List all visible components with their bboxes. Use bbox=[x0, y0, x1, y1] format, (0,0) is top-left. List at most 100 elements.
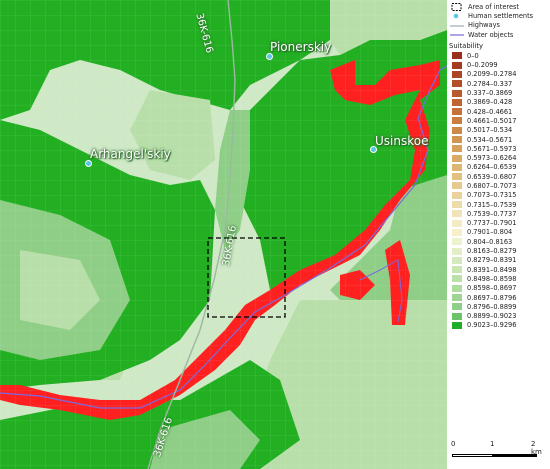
legend-class-row: 0.6807–0.7073 bbox=[449, 181, 550, 190]
legend-class-label: 0.6539–0.6807 bbox=[467, 172, 517, 181]
legend-swatch bbox=[452, 136, 462, 143]
river-line bbox=[0, 65, 447, 409]
settlement-label-arhangelskiy: Arhangel'skiy bbox=[90, 147, 171, 161]
scale-segment-white bbox=[452, 454, 493, 457]
legend-swatch bbox=[452, 210, 462, 218]
legend-class-row: 0.8391–0.8498 bbox=[449, 265, 550, 274]
legend-item-human-settlements: Human settlements bbox=[449, 11, 550, 20]
legend-class-label: 0.5671–0.5973 bbox=[467, 144, 517, 153]
legend-class-label: 0.8697–0.8796 bbox=[467, 293, 517, 302]
legend-class-label: 0.8391–0.8498 bbox=[467, 265, 517, 274]
legend-class-label: 0.6807–0.7073 bbox=[467, 181, 517, 190]
legend-class-label: 0.8899–0.9023 bbox=[467, 312, 517, 321]
legend-class-label: 0.7539–0.7737 bbox=[467, 209, 517, 218]
scale-segment-black bbox=[493, 454, 537, 457]
legend-class-label: 0.6264–0.6539 bbox=[467, 163, 517, 172]
line-icon bbox=[449, 31, 465, 38]
legend-class-row: 0.7901–0.804 bbox=[449, 228, 550, 237]
legend-class-row: 0.428–0.4661 bbox=[449, 107, 550, 116]
legend-swatch bbox=[452, 52, 462, 60]
legend-class-row: 0.534–0.5671 bbox=[449, 135, 550, 144]
legend-swatch bbox=[452, 70, 462, 78]
scale-label-1: 1 bbox=[490, 440, 495, 448]
legend-swatch bbox=[452, 312, 462, 320]
suitability-map[interactable]: Pionerskiy Usinskoe Arhangel'skiy 36K-61… bbox=[0, 0, 447, 469]
legend-class-label: 0–0.2099 bbox=[467, 61, 498, 70]
legend-class-list: 0–0 0–0.2099 0.2099–0.2784 0.2784–0.337 0.33… bbox=[449, 51, 550, 330]
legend-class-row: 0.9023–0.9296 bbox=[449, 321, 550, 330]
legend-class-row: 0.2784–0.337 bbox=[449, 79, 550, 88]
legend-class-row: 0.7073–0.7315 bbox=[449, 191, 550, 200]
legend-class-label: 0.8598–0.8697 bbox=[467, 284, 517, 293]
scale-bar: 0 1 2 km bbox=[450, 436, 546, 466]
legend-swatch bbox=[452, 191, 462, 199]
legend-class-label: 0.8279–0.8391 bbox=[467, 256, 517, 265]
legend-class-label: 0.8498–0.8598 bbox=[467, 274, 517, 283]
settlement-dot-arhangelskiy[interactable] bbox=[85, 160, 92, 167]
legend-class-row: 0.7539–0.7737 bbox=[449, 209, 550, 218]
legend-class-label: 0.7737–0.7901 bbox=[467, 219, 517, 228]
legend-item-highways: Highways bbox=[449, 21, 550, 30]
legend-label: Water objects bbox=[468, 30, 514, 39]
legend-class-row: 0.8697–0.8796 bbox=[449, 293, 550, 302]
legend-class-label: 0.9023–0.9296 bbox=[467, 321, 517, 330]
legend-swatch bbox=[452, 89, 462, 97]
legend-class-label: 0.8163–0.8279 bbox=[467, 247, 517, 256]
settlement-dot-pionerskiy[interactable] bbox=[266, 53, 273, 60]
legend-class-label: 0.3869–0.428 bbox=[467, 98, 513, 107]
legend-class-row: 0.8796–0.8899 bbox=[449, 302, 550, 311]
legend-class-row: 0–0.2099 bbox=[449, 60, 550, 69]
highway-line bbox=[147, 0, 236, 469]
legend-class-label: 0.428–0.4661 bbox=[467, 107, 513, 116]
legend-class-row: 0.337–0.3869 bbox=[449, 88, 550, 97]
legend-class-row: 0.6539–0.6807 bbox=[449, 172, 550, 181]
legend-class-row: 0.2099–0.2784 bbox=[449, 70, 550, 79]
legend-swatch bbox=[452, 294, 462, 302]
legend-swatch bbox=[452, 173, 462, 181]
legend-class-label: 0.8796–0.8899 bbox=[467, 302, 517, 311]
settlement-dot-usinskoe[interactable] bbox=[370, 146, 377, 153]
legend-class-label: 0–0 bbox=[467, 51, 479, 60]
legend-swatch bbox=[452, 182, 462, 190]
legend-label: Area of interest bbox=[468, 2, 520, 11]
legend-class-row: 0.8498–0.8598 bbox=[449, 274, 550, 283]
legend-class-row: 0.8163–0.8279 bbox=[449, 246, 550, 255]
legend-class-label: 0.7073–0.7315 bbox=[467, 191, 517, 200]
legend-class-label: 0.2784–0.337 bbox=[467, 79, 513, 88]
legend-class-label: 0.7315–0.7539 bbox=[467, 200, 517, 209]
dot-icon bbox=[449, 12, 465, 19]
legend-swatch bbox=[452, 145, 462, 153]
legend-swatch bbox=[452, 108, 462, 116]
legend-class-label: 0.534–0.5671 bbox=[467, 135, 513, 144]
legend-class-row: 0.8899–0.9023 bbox=[449, 312, 550, 321]
legend-swatch bbox=[452, 163, 462, 171]
legend-class-label: 0.337–0.3869 bbox=[467, 89, 513, 98]
legend-class-label: 0.2099–0.2784 bbox=[467, 70, 517, 79]
legend-label: Human settlements bbox=[468, 11, 534, 20]
legend-item-water-objects: Water objects bbox=[449, 30, 550, 39]
legend-class-row: 0–0 bbox=[449, 51, 550, 60]
legend-swatch bbox=[452, 284, 462, 292]
map-canvas bbox=[0, 0, 447, 469]
scale-label-2: 2 km bbox=[531, 440, 542, 456]
legend-swatch bbox=[452, 238, 462, 246]
legend-class-label: 0.5017–0.534 bbox=[467, 126, 513, 135]
legend-swatch bbox=[452, 256, 462, 264]
settlement-label-pionerskiy: Pionerskiy bbox=[270, 40, 332, 54]
legend-item-area-of-interest: Area of interest bbox=[449, 2, 550, 12]
legend-swatch bbox=[452, 275, 462, 283]
legend-class-row: 0.804–0.8163 bbox=[449, 237, 550, 246]
legend-class-label: 0.7901–0.804 bbox=[467, 228, 513, 237]
legend-swatch bbox=[452, 303, 462, 311]
scale-label-0: 0 bbox=[451, 440, 456, 448]
dashed-box-icon bbox=[449, 3, 465, 12]
legend-class-row: 0.7737–0.7901 bbox=[449, 219, 550, 228]
legend-class-row: 0.6264–0.6539 bbox=[449, 163, 550, 172]
river-branch-line bbox=[359, 259, 403, 323]
legend-swatch bbox=[452, 228, 462, 236]
legend-swatch bbox=[452, 61, 462, 69]
legend-class-row: 0.7315–0.7539 bbox=[449, 200, 550, 209]
legend-class-label: 0.4661–0.5017 bbox=[467, 116, 517, 125]
legend-suitability-title: Suitability bbox=[449, 42, 484, 51]
legend-class-row: 0.8598–0.8697 bbox=[449, 284, 550, 293]
